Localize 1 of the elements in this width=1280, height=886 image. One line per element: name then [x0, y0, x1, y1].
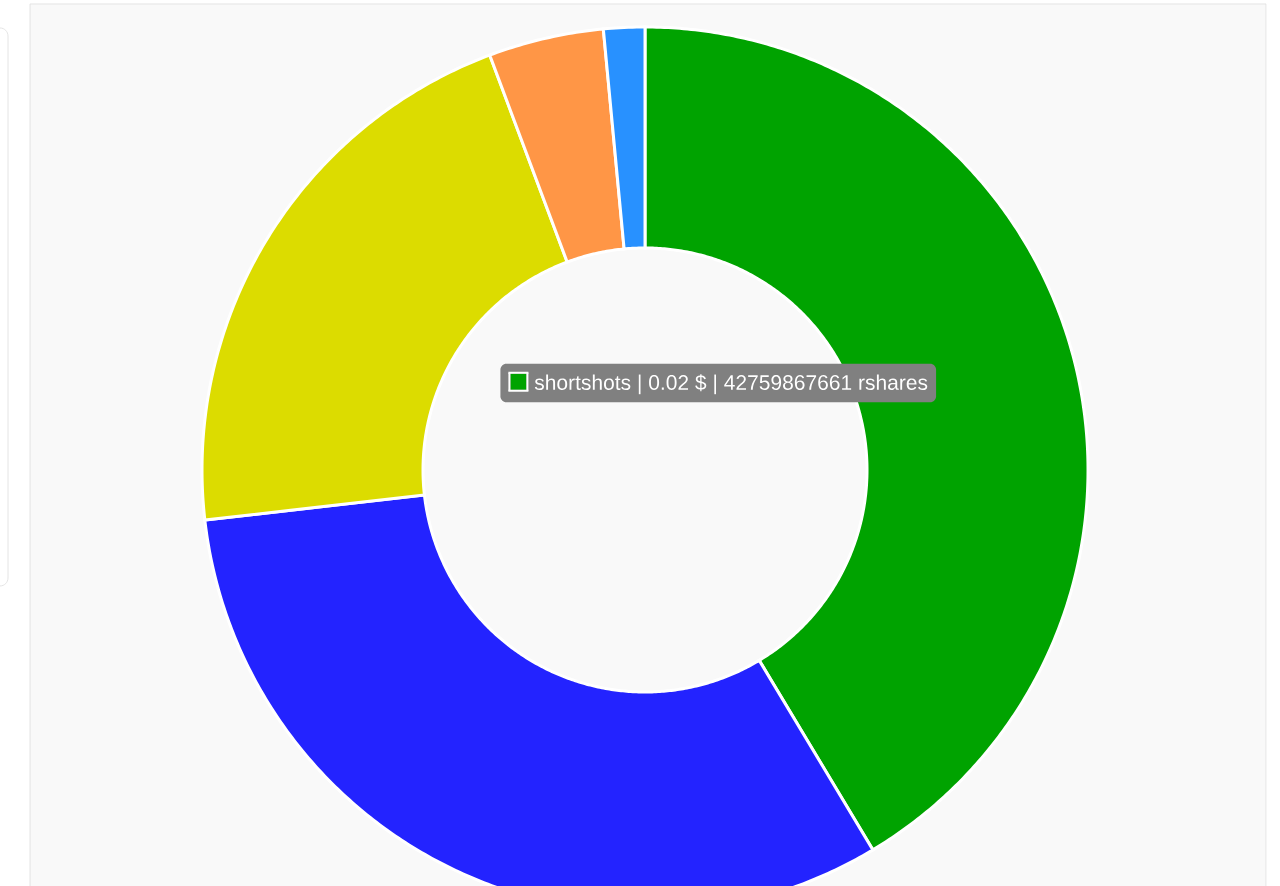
- text: shortshots | 0.02 $ | 42759867661 rshares: [534, 374, 928, 395]
